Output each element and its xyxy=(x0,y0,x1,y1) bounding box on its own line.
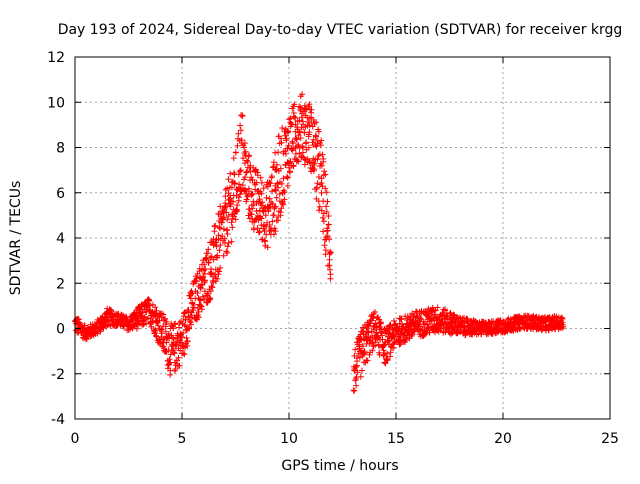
y-tick-label: 6 xyxy=(56,186,65,202)
y-axis-label: SDTVAR / TECUs xyxy=(8,181,24,296)
x-tick-label: 10 xyxy=(280,431,298,447)
y-tick-label: -2 xyxy=(51,367,65,383)
scatter-series-sdtvar xyxy=(71,91,567,394)
y-tick-label: 10 xyxy=(47,95,65,111)
x-tick-label: 5 xyxy=(178,431,187,447)
x-axis-ticks: 0 5 10 15 20 25 xyxy=(71,57,619,447)
x-tick-label: 25 xyxy=(601,431,619,447)
y-axis-ticks: -4 -2 0 2 4 6 8 10 12 xyxy=(47,50,610,428)
x-tick-label: 20 xyxy=(494,431,512,447)
y-tick-label: 0 xyxy=(56,322,65,338)
y-tick-label: 8 xyxy=(56,141,65,157)
y-tick-label: -4 xyxy=(51,412,65,428)
y-tick-label: 4 xyxy=(56,231,65,247)
grid xyxy=(75,57,610,419)
chart-title: Day 193 of 2024, Sidereal Day-to-day VTE… xyxy=(58,22,623,38)
y-tick-label: 12 xyxy=(47,50,65,66)
data-points xyxy=(71,91,567,394)
x-tick-label: 0 xyxy=(71,431,80,447)
x-axis-label: GPS time / hours xyxy=(281,458,398,474)
x-tick-label: 15 xyxy=(387,431,405,447)
y-tick-label: 2 xyxy=(56,276,65,292)
